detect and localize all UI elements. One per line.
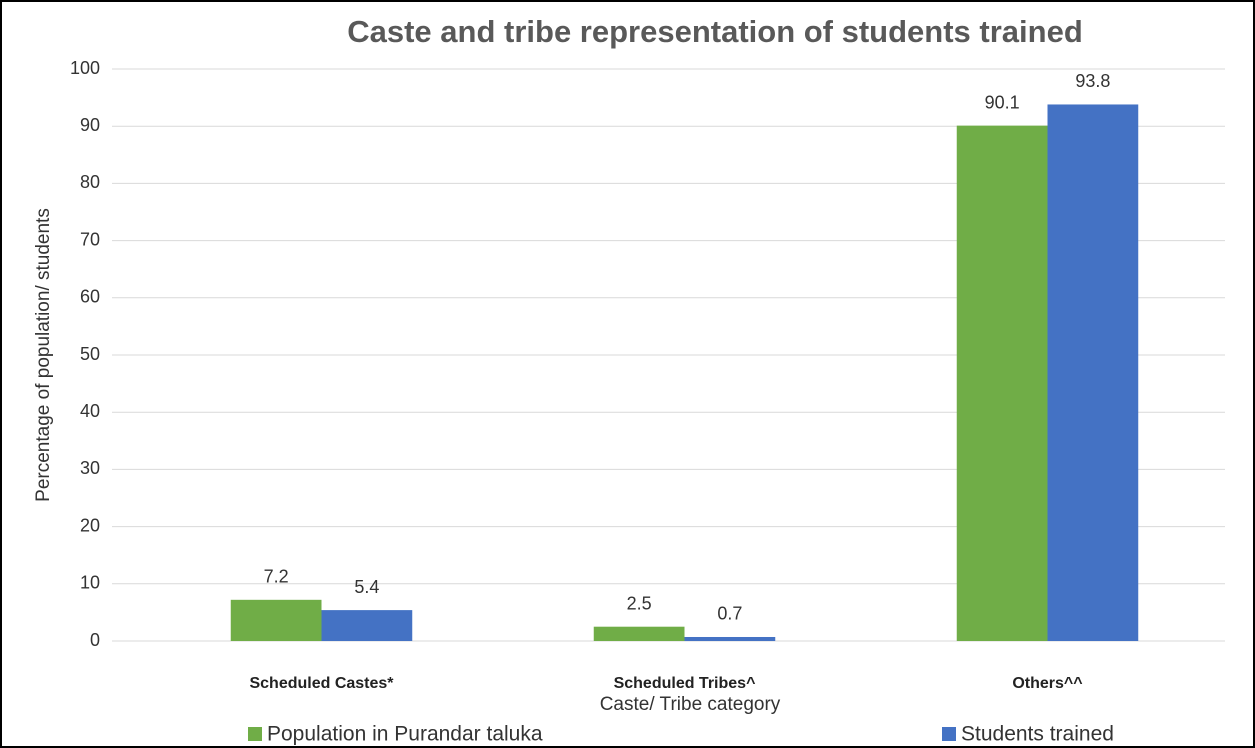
data-label: 93.8 <box>1075 71 1110 91</box>
y-tick-label: 60 <box>80 287 100 307</box>
legend-swatch <box>942 727 956 741</box>
bar <box>956 125 1048 642</box>
x-tick-label: Others^^ <box>1012 675 1082 692</box>
bar <box>321 610 413 641</box>
legend-label: Students trained <box>961 723 1114 746</box>
bar <box>684 636 776 641</box>
y-tick-label: 0 <box>90 630 100 650</box>
y-tick-label: 20 <box>80 515 100 535</box>
data-label: 0.7 <box>717 604 742 624</box>
bar <box>593 626 685 641</box>
y-tick-label: 50 <box>80 344 100 364</box>
y-tick-label: 100 <box>70 58 100 78</box>
y-tick-label: 40 <box>80 401 100 421</box>
y-tick-label: 90 <box>80 115 100 135</box>
y-axis-label: Percentage of population/ students <box>33 208 54 502</box>
legend-label: Population in Purandar taluka <box>267 723 543 746</box>
data-label: 2.5 <box>627 593 652 613</box>
bar <box>230 599 322 641</box>
x-tick-label: Scheduled Tribes^ <box>614 675 756 692</box>
data-label: 90.1 <box>985 92 1020 112</box>
data-label: 5.4 <box>354 577 379 597</box>
y-tick-label: 80 <box>80 172 100 192</box>
y-tick-label: 30 <box>80 458 100 478</box>
bar <box>1047 104 1139 642</box>
x-axis-label: Caste/ Tribe category <box>600 694 781 715</box>
x-tick-label: Scheduled Castes* <box>249 675 394 692</box>
y-tick-label: 70 <box>80 229 100 249</box>
y-tick-label: 10 <box>80 573 100 593</box>
chart-title: Caste and tribe representation of studen… <box>347 14 1083 49</box>
data-label: 7.2 <box>264 567 289 587</box>
legend-swatch <box>248 727 262 741</box>
